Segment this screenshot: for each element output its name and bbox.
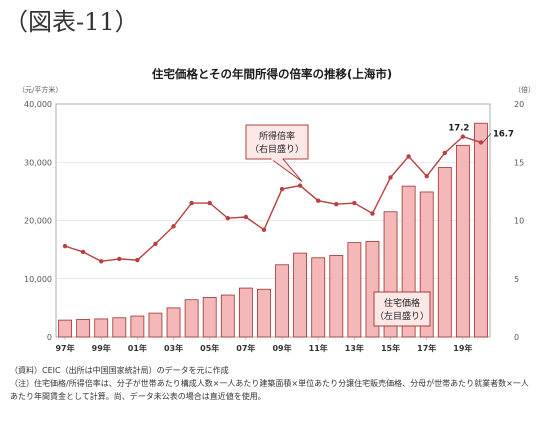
bar [257, 288, 271, 338]
line-point [442, 150, 447, 156]
chart-frame: 住宅価格とその年間所得の倍率の推移(上海市) （元/平方米） （倍） 0 10,0… [8, 62, 536, 364]
bar [220, 294, 235, 338]
line-point [80, 249, 86, 255]
annotations: 所得倍率（右目盛り） 住宅価格（左目盛り） 17.2 16.7 [245, 124, 514, 327]
line-point [153, 241, 158, 246]
line-point [243, 214, 249, 220]
bar-label-box [373, 291, 431, 327]
bar [347, 242, 362, 338]
bar [474, 122, 488, 338]
bar-label-text: 住宅価格 [384, 297, 420, 309]
point-label: 17.2 [448, 124, 469, 134]
line-point [62, 243, 68, 249]
line-label-subtext: （右目盛り） [250, 143, 304, 155]
right-tick-label: 10 [514, 217, 524, 226]
bar-series [58, 122, 488, 338]
line-point [297, 183, 303, 188]
line-point [207, 200, 212, 206]
line-point [352, 200, 357, 206]
definition-note: （注）住宅価格/所得倍率は、分子が世帯あたり構成人数×一人あたり建築面積×単位あ… [10, 379, 529, 401]
x-tick-label: 09年 [272, 343, 291, 353]
left-tick-label: 10,000 [24, 275, 52, 284]
bar [130, 315, 145, 338]
point-label-leader [482, 133, 492, 143]
line-point [316, 198, 321, 203]
left-tick-label: 0 [47, 333, 52, 342]
line-point [189, 200, 194, 206]
line-point [406, 154, 411, 159]
left-tick-label: 30,000 [24, 158, 52, 167]
right-tick-label: 0 [514, 333, 519, 342]
line-point [478, 140, 484, 145]
line-point [279, 186, 285, 192]
bar [202, 296, 217, 338]
bar [148, 312, 163, 338]
line-series [62, 134, 484, 264]
line-point [460, 134, 466, 139]
bar [112, 317, 127, 338]
bar [275, 264, 289, 338]
bar [94, 318, 109, 338]
source-note: （資料）CEIC（出所は中国国家統計局）のデータを元に作成 [10, 366, 229, 375]
x-tick-label: 07年 [236, 343, 255, 353]
pointer-mask [271, 157, 283, 161]
x-tick-label: 13年 [345, 343, 364, 353]
line-point [225, 215, 230, 221]
right-tick-label: 20 [514, 100, 524, 109]
bar [455, 144, 470, 338]
figure-label: （図表-11） [4, 8, 139, 36]
right-tick-label: 15 [514, 158, 524, 167]
left-tick-label: 20,000 [24, 217, 52, 226]
right-axis-unit: （倍） [514, 85, 535, 94]
line-point [171, 224, 176, 229]
chart-title: 住宅価格とその年間所得の倍率の推移(上海市) [152, 67, 392, 81]
x-tick-label: 17年 [417, 343, 436, 353]
line-point [99, 259, 104, 264]
bar [238, 287, 253, 338]
point-label: 16.7 [493, 129, 514, 139]
x-tick-label: 19年 [453, 343, 472, 353]
line-point [117, 256, 122, 262]
bar [293, 252, 308, 338]
notes: （資料）CEIC（出所は中国国家統計局）のデータを元に作成 （注）住宅価格/所得… [10, 364, 532, 403]
left-axis-unit: （元/平方米） [18, 85, 62, 94]
bar [76, 319, 91, 338]
bar [437, 167, 452, 338]
bar [166, 307, 181, 338]
x-tick-label: 11年 [309, 343, 328, 353]
chart-svg: 住宅価格とその年間所得の倍率の推移(上海市) （元/平方米） （倍） 0 10,0… [18, 67, 535, 353]
x-tick-label: 99年 [92, 343, 111, 353]
line-point [370, 211, 375, 216]
left-tick-label: 40,000 [24, 100, 52, 109]
x-tick-label: 01年 [128, 343, 147, 353]
x-tick-label: 97年 [55, 343, 74, 353]
line-point [334, 201, 339, 207]
line-label-text: 所得倍率 [259, 130, 295, 142]
line-point [388, 175, 393, 180]
x-tick-label: 03年 [164, 343, 183, 353]
bar [311, 257, 326, 338]
line-point [424, 174, 429, 179]
line-point [261, 227, 267, 233]
x-tick-label: 05年 [200, 343, 219, 353]
bar-label-subtext: （左目盛り） [375, 310, 429, 322]
grid [55, 103, 491, 338]
line-point [135, 257, 140, 263]
bar [58, 319, 72, 338]
right-tick-label: 5 [514, 275, 519, 284]
bar [184, 299, 199, 338]
x-tick-label: 15年 [381, 343, 400, 353]
line-path [64, 135, 482, 262]
bar [329, 255, 344, 338]
axis-ticks: 0 10,000 20,000 30,000 40,000 0 5 10 15 20 97年 99年 0… [24, 100, 524, 353]
